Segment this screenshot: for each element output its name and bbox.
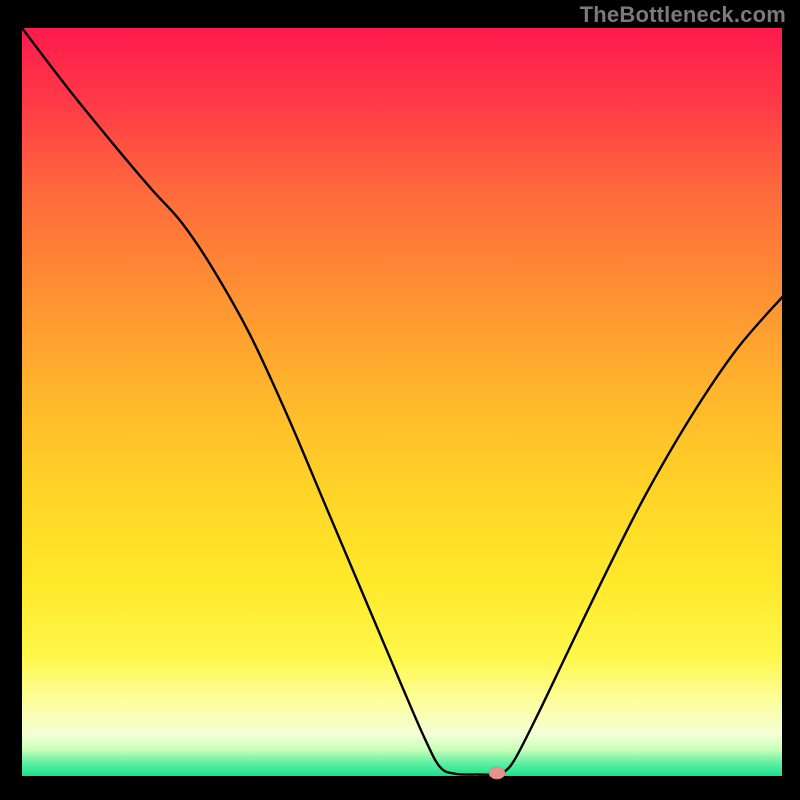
- optimal-point-marker: [489, 767, 505, 779]
- watermark-text: TheBottleneck.com: [580, 2, 786, 28]
- chart-stage: TheBottleneck.com: [0, 0, 800, 800]
- bottleneck-curve-chart: [0, 0, 800, 800]
- chart-gradient-background: [22, 28, 782, 776]
